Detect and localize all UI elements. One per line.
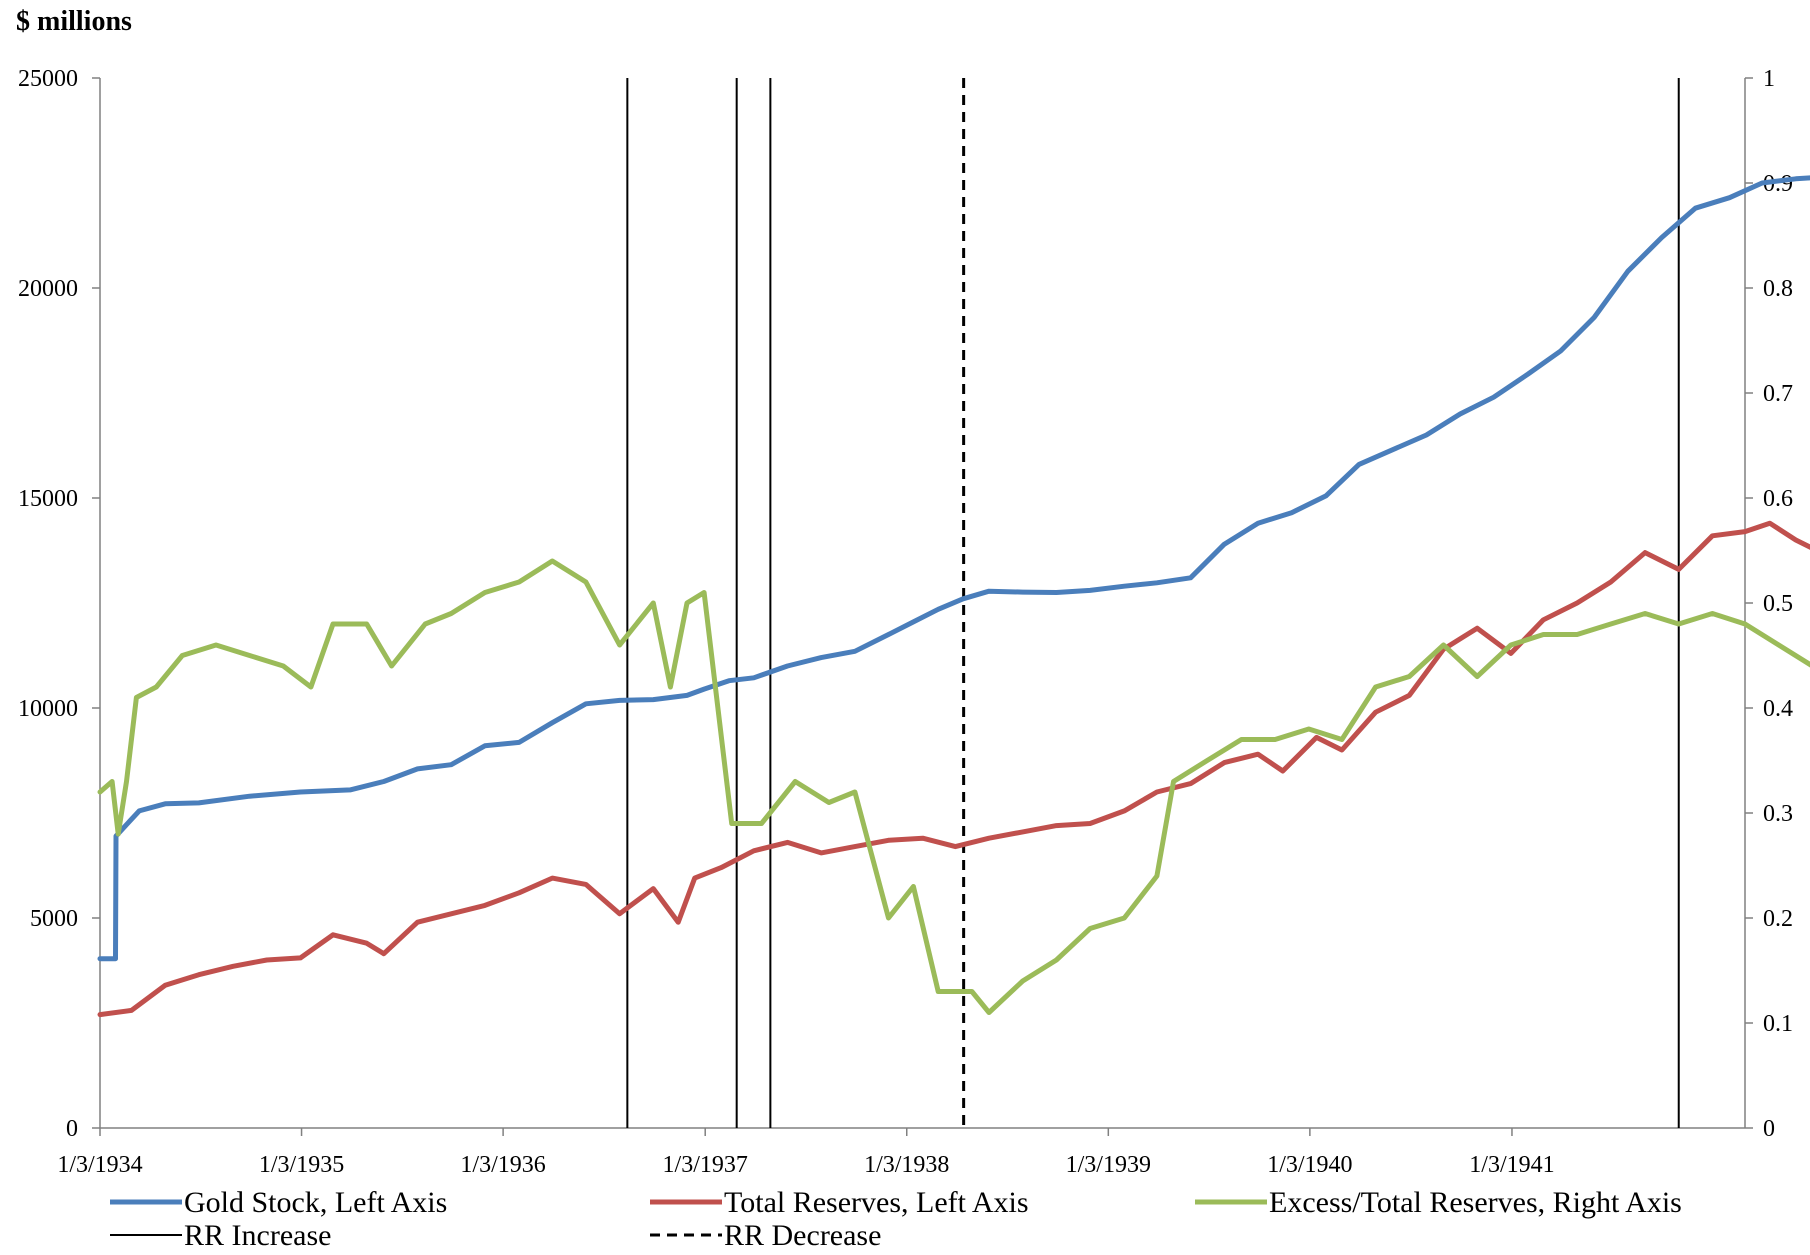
y-right-tick-label: 0.2 (1763, 906, 1793, 932)
y-left-tick-label: 10000 (18, 696, 78, 722)
x-tick-label: 1/3/1935 (259, 1152, 344, 1178)
x-tick-label: 1/3/1936 (460, 1152, 545, 1178)
y-right-tick-label: 0.7 (1763, 381, 1793, 407)
y-left-tick-label: 15000 (18, 486, 78, 512)
left-axis-unit-label: $ millions (16, 6, 132, 37)
reference-lines (626, 78, 1680, 1128)
y-left-tick-label: 0 (66, 1116, 78, 1142)
y-right-tick-label: 0.3 (1763, 801, 1793, 827)
y-right-tick-label: 0.4 (1763, 696, 1793, 722)
legend-label: RR Decrease (724, 1219, 881, 1252)
x-tick-label: 1/3/1940 (1267, 1152, 1352, 1178)
y-right-tick-label: 0.8 (1763, 276, 1793, 302)
y-right-tick-label: 0.1 (1763, 1011, 1793, 1037)
legend-label: RR Increase (184, 1219, 331, 1252)
x-tick-label: 1/3/1937 (663, 1152, 748, 1178)
x-tick-label: 1/3/1938 (864, 1152, 949, 1178)
x-tick-label: 1/3/1939 (1066, 1152, 1151, 1178)
y-left-tick-label: 5000 (30, 906, 78, 932)
legend: Gold Stock, Left Axis Total Reserves, Lef… (110, 1186, 1682, 1252)
series-line-2 (97, 520, 1810, 1018)
legend-label: Excess/Total Reserves, Right Axis (1269, 1186, 1682, 1219)
legend-label: Gold Stock, Left Axis (184, 1186, 447, 1219)
series-line-3 (97, 558, 1810, 1015)
y-left-tick-label: 25000 (18, 66, 78, 92)
series-line-1 (97, 175, 1810, 962)
y-right-tick-label: 0 (1763, 1116, 1775, 1142)
y-left-tick-label: 20000 (18, 276, 78, 302)
x-tick-label: 1/3/1934 (57, 1152, 142, 1178)
series-lines (97, 175, 1810, 1018)
y-right-tick-label: 1 (1763, 66, 1775, 92)
x-tick-label: 1/3/1941 (1469, 1152, 1554, 1178)
y-right-tick-label: 0.5 (1763, 591, 1793, 617)
axes: 0 5000 10000 15000 20000 25000 0 0.1 0.2 0.3 0.4 0.… (18, 66, 1793, 1178)
y-right-tick-label: 0.6 (1763, 486, 1793, 512)
legend-label: Total Reserves, Left Axis (724, 1186, 1029, 1219)
